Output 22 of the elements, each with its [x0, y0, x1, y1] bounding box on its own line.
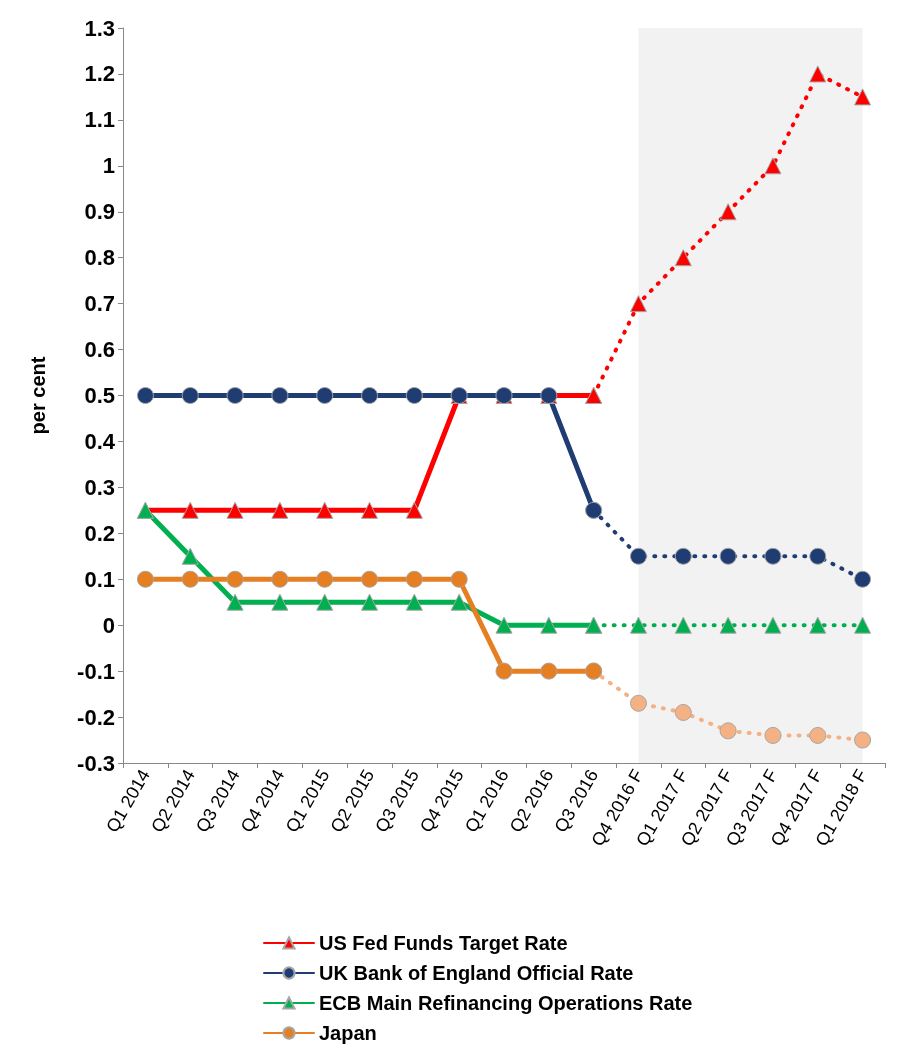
legend-label: UK Bank of England Official Rate	[319, 962, 634, 984]
y-tick-label: 1.2	[84, 61, 115, 87]
y-tick-label: 0.1	[84, 566, 115, 592]
y-tick-label: 1.1	[84, 107, 115, 133]
y-tick-label: -0.2	[77, 704, 115, 730]
y-tick-label: 0.7	[84, 291, 115, 317]
y-tick-label: 0.9	[84, 199, 115, 225]
y-tick-label: 0.8	[84, 245, 115, 271]
y-tick-label: -0.1	[77, 658, 115, 684]
y-tick-label: 0.5	[84, 383, 115, 408]
y-tick-label: 0.3	[84, 474, 115, 500]
legend-label: ECB Main Refinancing Operations Rate	[319, 992, 693, 1014]
y-tick-label: 0.2	[84, 520, 115, 546]
legend-label: US Fed Funds Target Rate	[319, 932, 568, 954]
legend-label: Japan	[319, 1022, 377, 1044]
y-tick-label: 0	[102, 612, 115, 638]
y-tick-label: -0.3	[77, 750, 115, 776]
y-tick-label: 1.3	[84, 15, 115, 41]
y-tick-label: 1	[102, 153, 115, 179]
y-tick-label: 0.4	[84, 428, 116, 454]
y-tick-label: 0.6	[84, 337, 115, 363]
y-axis-title: per cent	[27, 356, 49, 435]
